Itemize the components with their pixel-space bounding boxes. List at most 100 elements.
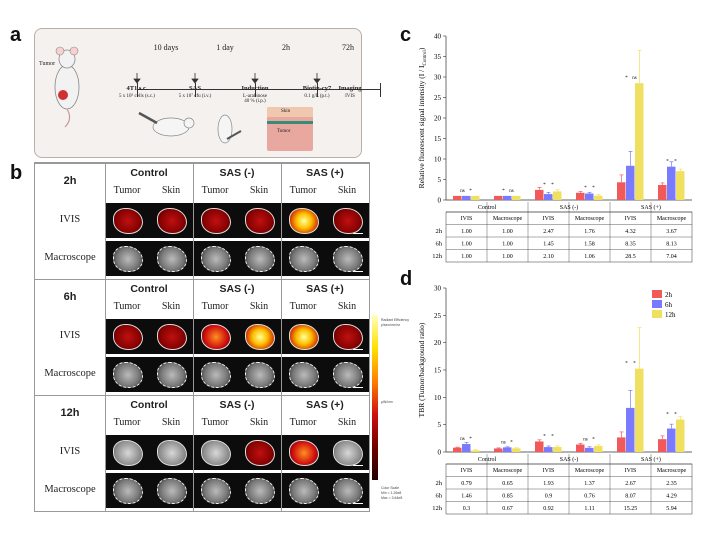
macroscope-thumbnail [157,246,187,272]
y-tick-label: 25 [434,312,442,320]
row-label: Macroscope [44,484,96,495]
timeline-tick [195,83,196,97]
timeline-arrows [133,73,321,84]
category-label: IVIS [461,216,473,222]
significance-mark: * [674,160,677,165]
column-label: Skin [337,417,357,428]
y-axis-label: Relative fluorescent signal intensity (I… [417,47,428,188]
y-tick-label: 25 [434,94,442,102]
y-tick-label: 15 [434,135,442,143]
bar-12h-2 [553,446,562,452]
legend-label: 6h [665,301,673,309]
group-header-2 [35,395,369,432]
legend-swatch-2h [652,290,662,298]
y-tick-label: 35 [434,53,442,61]
scale-bar [353,270,363,272]
experiment-timeline-panel: Tumor 10 days 1 day 2h 72h 4T1 s.c. 5 x … [34,28,381,158]
table-value: 0.65 [502,481,513,487]
category-label: IVIS [461,468,473,474]
ivis-thumbnail [333,440,363,466]
ivis-thumbnail [113,208,143,234]
significance-mark: * [469,189,472,194]
mouse-induction-icon [217,114,242,144]
table-value: 2.35 [666,481,677,487]
bar-6h-2 [544,194,553,200]
bar-6h-5 [667,428,676,452]
bar-2h-4 [617,182,626,200]
significance-mark: * [666,160,669,165]
chart-relative-intensity: 0 5 10 15 20 25 30 35 40 Relative fluorescent sig… [417,33,693,263]
significance-mark: * [625,362,628,367]
significance-mark: ns [632,76,637,81]
table-value: 0.9 [545,494,553,500]
ivis-thumbnail [201,208,231,234]
colorbar-scale: Color Scale [381,486,400,490]
bar-12h-0 [471,450,480,452]
macroscope-image-row [105,241,369,276]
table-value: 1.00 [461,254,472,260]
condition-label: SAS (+) [306,283,344,295]
significance-mark: * [674,413,677,418]
condition-label: SAS (-) [219,283,255,295]
bar-2h-1 [494,448,503,452]
table-value: 15.25 [624,506,638,512]
ivis-image-row [105,319,369,354]
table-value: 7.04 [666,254,677,260]
row-label: Macroscope [44,368,96,379]
bar-2h-4 [617,437,626,452]
macroscope-thumbnail [113,478,143,504]
mouse-with-tumor-icon [54,46,80,128]
colorbar-label: Radiant Efficiency [381,318,409,322]
macroscope-thumbnail [289,362,319,388]
column-label: Tumor [201,301,229,312]
table-value: 0.67 [502,506,513,512]
table-value: 1.00 [461,229,472,235]
significance-mark: * [592,438,595,443]
bar-12h-4 [635,83,644,200]
category-label: IVIS [543,468,555,474]
ivis-image-row [105,203,369,238]
significance-mark: ns [460,437,465,442]
table-value: 1.76 [584,229,595,235]
ivis-thumbnail [157,208,187,234]
bar-6h-0 [462,195,471,200]
timepoint-label: 12h [60,407,80,419]
column-label: Tumor [201,417,229,428]
ivis-thumbnail [113,440,143,466]
step-name: Induction [241,85,269,92]
macroscope-thumbnail [201,246,231,272]
table-series-label: 12h [432,505,443,512]
bar-6h-1 [503,195,512,200]
step-name: 4T1 s.c. [126,85,148,92]
significance-mark: * [666,413,669,418]
bar-2h-3 [576,444,585,452]
timeline-tick [317,83,318,97]
macroscope-thumbnail [201,362,231,388]
column-label: Skin [161,417,181,428]
step-detail: L-arabinose 40 % (i.p.) [243,94,267,104]
ivis-thumbnail [245,208,275,234]
bar-12h-1 [512,448,521,452]
macroscope-thumbnail [245,478,275,504]
significance-mark: ns [460,189,465,194]
significance-mark: ns [509,189,514,194]
table-value: 2.47 [543,229,554,235]
category-label: Macroscope [575,468,605,474]
scale-bar [353,348,363,350]
condition-label: SAS (+) [306,399,344,411]
column-label: Skin [337,185,357,196]
category-label: Macroscope [493,216,523,222]
row-label: IVIS [59,214,81,225]
panel-letter-c: c [400,24,412,46]
ivis-thumbnail [157,440,187,466]
table-series-label: 2h [436,228,443,235]
skin-label: Skin [281,109,291,114]
interval-label: 10 days [153,43,179,52]
bar-6h-1 [503,447,512,452]
category-label: Macroscope [657,468,687,474]
condition-label: Control [130,283,168,295]
column-label: Tumor [113,301,141,312]
table-value: 1.93 [543,481,554,487]
macroscope-thumbnail [333,478,363,504]
table-value: 1.58 [584,242,595,248]
